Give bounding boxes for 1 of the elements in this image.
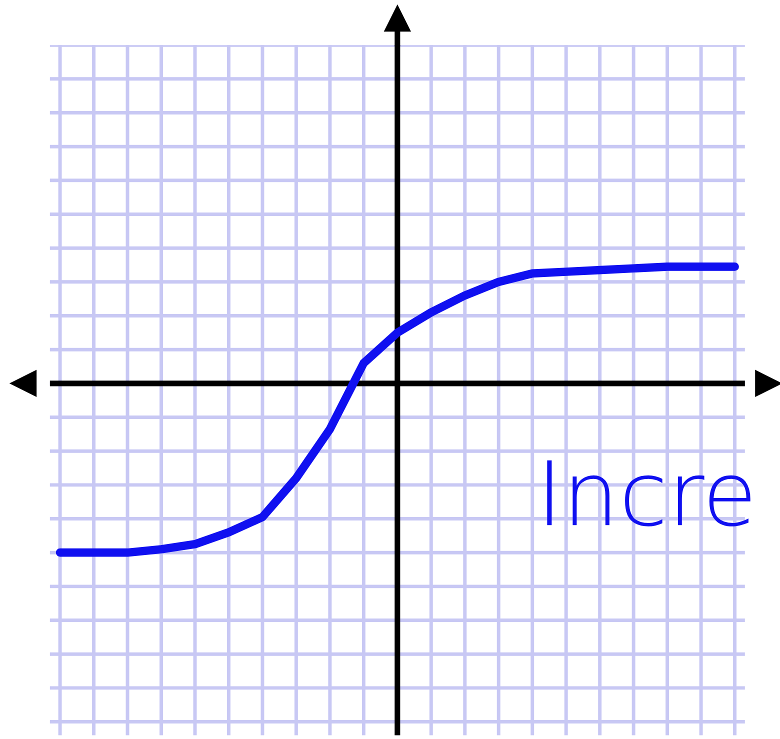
annotation: Incre (547, 460, 750, 526)
